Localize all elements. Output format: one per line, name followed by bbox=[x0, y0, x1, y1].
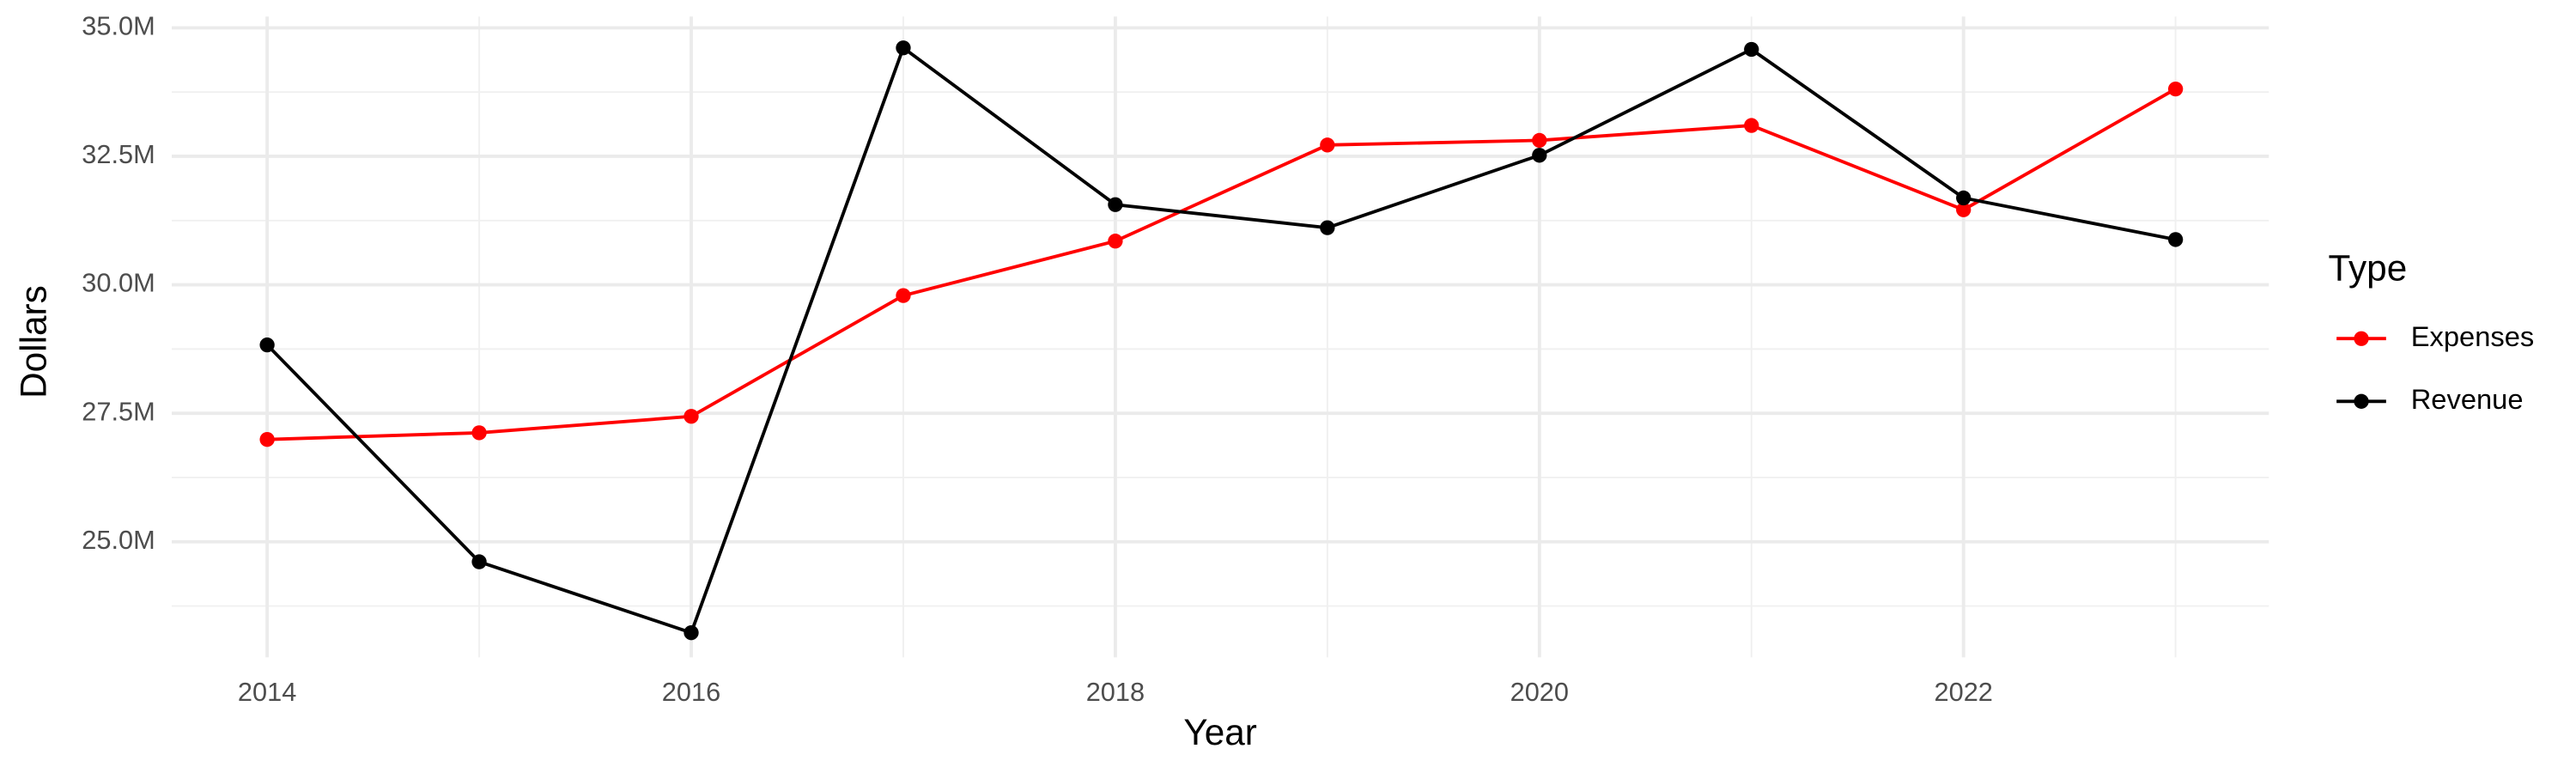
data-point bbox=[1532, 132, 1547, 149]
data-point bbox=[896, 40, 911, 56]
series-line bbox=[267, 87, 2177, 441]
data-point bbox=[2167, 232, 2184, 247]
data-point bbox=[1956, 202, 1971, 217]
data-point bbox=[1744, 118, 1759, 133]
y-tick-label: 25.0M bbox=[82, 525, 155, 555]
x-tick-label: 2022 bbox=[1934, 677, 1992, 707]
x-tick-label: 2016 bbox=[662, 677, 720, 707]
data-point bbox=[1108, 197, 1123, 212]
data-point bbox=[1956, 190, 1971, 206]
legend-marker bbox=[2354, 393, 2369, 409]
y-tick-label: 35.0M bbox=[82, 11, 155, 41]
data-point bbox=[1320, 137, 1335, 153]
data-point bbox=[259, 432, 275, 447]
data-point bbox=[1532, 148, 1547, 163]
data-point bbox=[1108, 234, 1123, 249]
x-axis-title: Year bbox=[1183, 712, 1256, 752]
x-tick-label: 2014 bbox=[238, 677, 296, 707]
x-tick-label: 2020 bbox=[1510, 677, 1569, 707]
legend-label: Revenue bbox=[2411, 383, 2524, 415]
data-point bbox=[896, 288, 911, 303]
legend-marker bbox=[2354, 331, 2369, 346]
y-tick-label: 32.5M bbox=[82, 139, 155, 169]
y-tick-label: 27.5M bbox=[82, 396, 155, 426]
legend-label: Expenses bbox=[2411, 320, 2535, 352]
data-point bbox=[1320, 220, 1335, 235]
series-line bbox=[265, 45, 2177, 636]
data-point bbox=[259, 337, 275, 353]
data-point bbox=[2167, 81, 2184, 97]
data-point bbox=[683, 625, 699, 641]
y-tick-label: 30.0M bbox=[82, 268, 155, 298]
y-axis-title: Dollars bbox=[13, 285, 53, 399]
data-point bbox=[471, 425, 487, 441]
legend-title: Type bbox=[2329, 248, 2408, 289]
x-tick-label: 2018 bbox=[1086, 677, 1145, 707]
data-point bbox=[471, 554, 487, 569]
data-point bbox=[1744, 41, 1759, 58]
data-point bbox=[683, 409, 699, 424]
